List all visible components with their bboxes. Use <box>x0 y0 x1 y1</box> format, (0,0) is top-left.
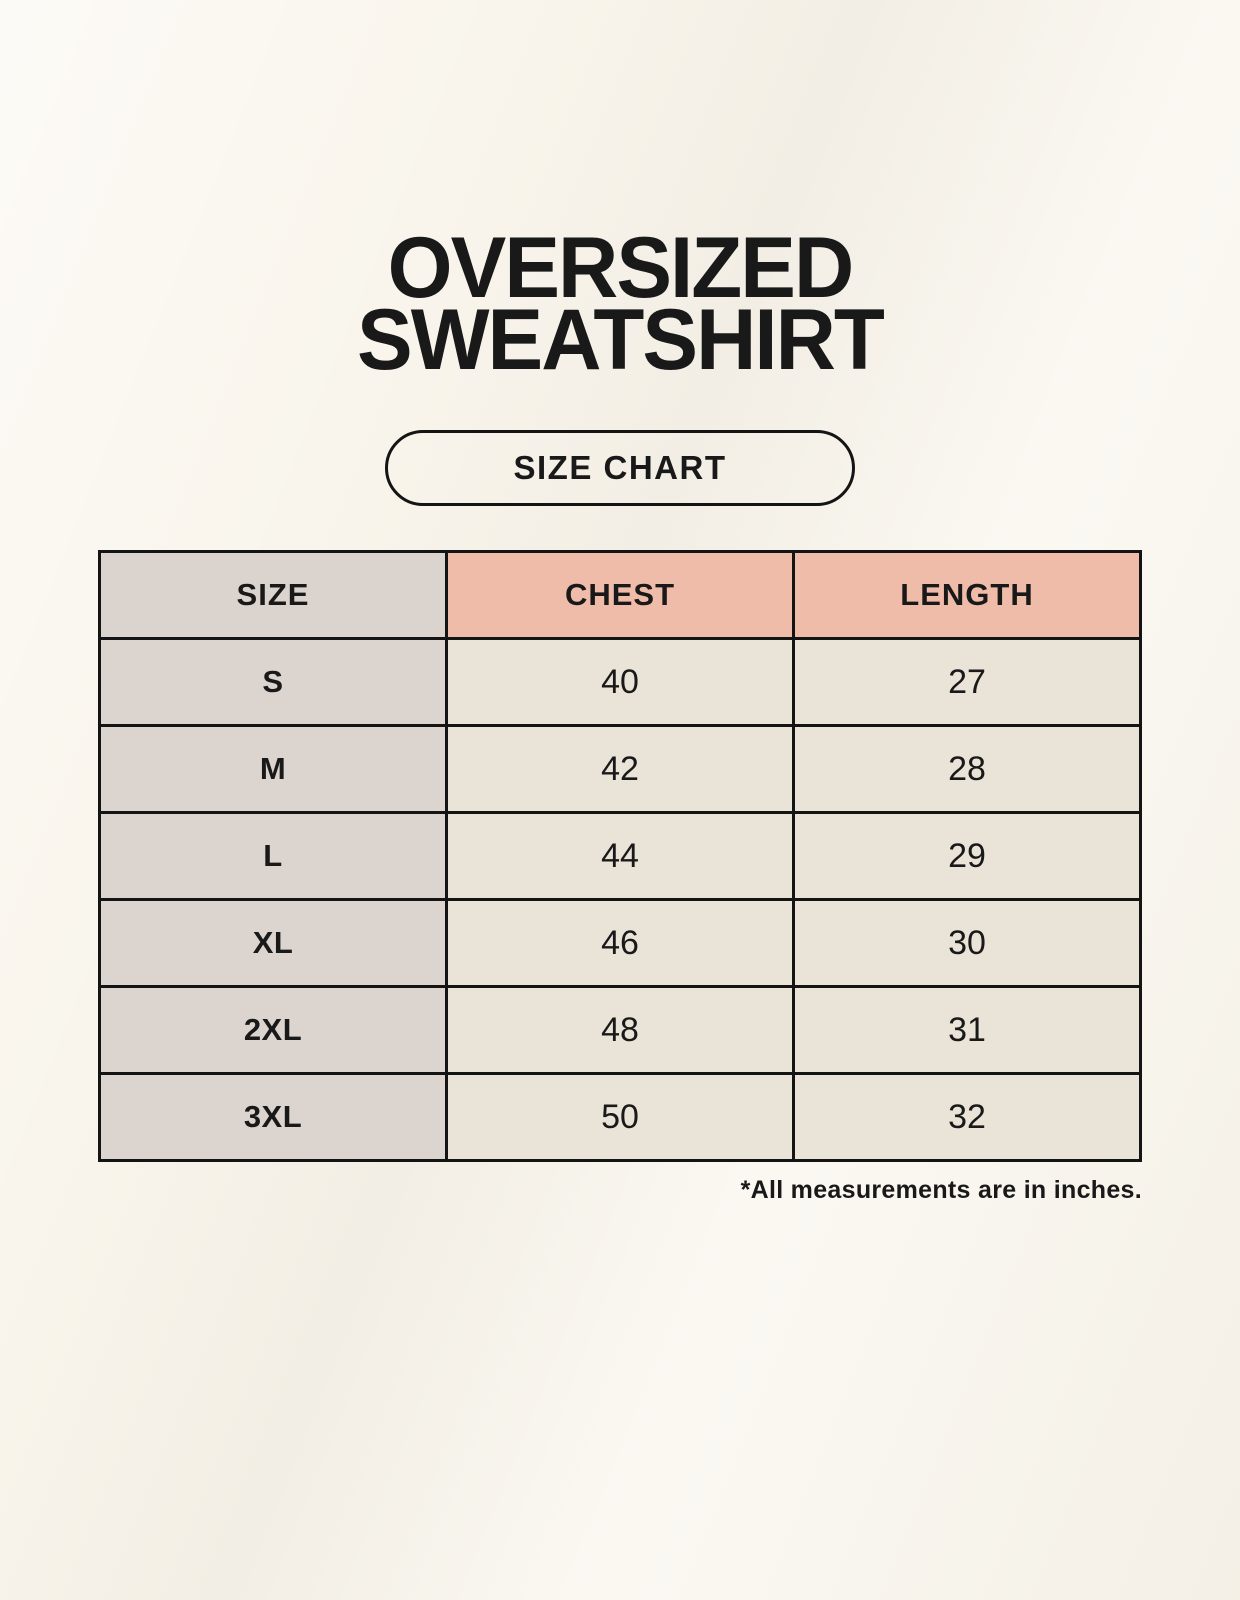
size-label: 2XL <box>98 985 448 1076</box>
size-table-header: SIZE CHEST LENGTH <box>98 550 1142 641</box>
header-cell-chest: CHEST <box>445 550 795 641</box>
length-value: 27 <box>792 637 1142 728</box>
page-title: OVERSIZED SWEATSHIRT <box>19 0 1222 389</box>
size-table-body: S 40 27 M 42 28 L 44 29 XL 46 30 2XL 48 <box>98 637 1142 1163</box>
length-value: 30 <box>792 898 1142 989</box>
size-chart-badge[interactable]: SIZE CHART <box>385 430 855 507</box>
size-table: SIZE CHEST LENGTH S 40 27 M 42 28 L 44 2… <box>98 550 1142 1163</box>
page-title-line1: OVERSIZED <box>387 220 855 316</box>
size-label: 3XL <box>98 1072 448 1163</box>
size-label: L <box>98 811 448 902</box>
measurements-footnote: *All measurements are in inches. <box>740 1176 1142 1205</box>
chest-value: 42 <box>445 724 795 815</box>
chest-value: 40 <box>445 637 795 728</box>
table-row: L 44 29 <box>98 811 1142 902</box>
length-value: 32 <box>792 1072 1142 1163</box>
table-row: 3XL 50 32 <box>98 1072 1142 1163</box>
chest-value: 44 <box>445 811 795 902</box>
length-value: 28 <box>792 724 1142 815</box>
header-row: SIZE CHEST LENGTH <box>98 550 1142 641</box>
page-title-line2: SWEATSHIRT <box>357 292 885 389</box>
length-value: 31 <box>792 985 1142 1076</box>
header-cell-length: LENGTH <box>792 550 1142 641</box>
size-label: XL <box>98 898 448 989</box>
size-chart-badge-label: SIZE CHART <box>513 449 727 487</box>
chest-value: 46 <box>445 898 795 989</box>
table-row: S 40 27 <box>98 637 1142 728</box>
length-value: 29 <box>792 811 1142 902</box>
size-label: S <box>98 637 448 728</box>
chest-value: 48 <box>445 985 795 1076</box>
table-row: M 42 28 <box>98 724 1142 815</box>
header-cell-size: SIZE <box>98 550 448 641</box>
table-row: XL 46 30 <box>98 898 1142 989</box>
chest-value: 50 <box>445 1072 795 1163</box>
table-row: 2XL 48 31 <box>98 985 1142 1076</box>
size-label: M <box>98 724 448 815</box>
